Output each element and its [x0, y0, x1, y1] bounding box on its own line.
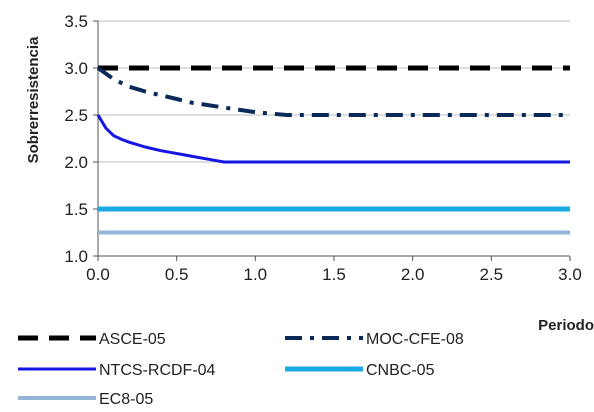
- y-tick-label: 1.0: [64, 247, 88, 266]
- x-tick-label: 0.5: [165, 265, 189, 284]
- y-tick-label: 2.5: [64, 106, 88, 125]
- x-tick-label: 3.0: [558, 265, 582, 284]
- tick-labels: 1.0 1.5 2.0 2.5 3.0 3.5 0.0 0.5 1.0 1.5 2.0 2.5 3.0: [64, 12, 581, 284]
- x-tick-label: 2.5: [480, 265, 504, 284]
- axes: [93, 20, 571, 261]
- y-axis-title: Sobrerresistencia: [25, 36, 42, 163]
- y-tick-label: 1.5: [64, 200, 88, 219]
- x-tick-label: 2.0: [401, 265, 425, 284]
- legend: ASCE-05 MOC-CFE-08 NTCS-RCDF-04 CNBC-05 EC8-…: [18, 331, 464, 408]
- series-lines: [96, 65, 570, 235]
- legend-label: MOC-CFE-08: [366, 331, 464, 348]
- legend-label: ASCE-05: [99, 331, 166, 348]
- y-tick-label: 3.0: [64, 59, 88, 78]
- y-tick-label: 3.5: [64, 12, 88, 31]
- legend-label: EC8-05: [99, 391, 153, 408]
- x-tick-label: 1.0: [244, 265, 268, 284]
- x-tick-label: 1.5: [322, 265, 346, 284]
- x-axis-title: Periodo: [538, 317, 594, 334]
- x-tick-label: 0.0: [86, 265, 110, 284]
- series-line-ntcs-rcdf-04: [96, 114, 570, 164]
- series-line-moc-cfe-08: [96, 66, 570, 117]
- legend-label: NTCS-RCDF-04: [99, 362, 216, 379]
- y-tick-label: 2.0: [64, 153, 88, 172]
- legend-label: CNBC-05: [366, 362, 435, 379]
